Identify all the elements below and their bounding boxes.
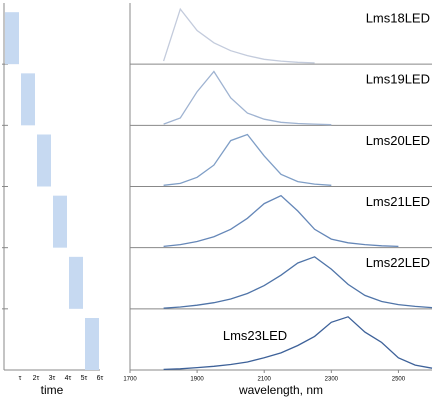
x-tick-label: τ [19,375,22,382]
series-line [162,7,315,64]
bar [85,318,99,370]
x-tick-label: 5τ [81,375,88,382]
x-tick-label: 1900 [190,377,204,383]
bar [69,256,83,309]
series-label: Lms20LED [366,133,430,148]
x-tick-label: 4τ [65,375,72,382]
series-label: Lms23LED [223,328,287,343]
series-line [163,316,433,371]
series-label: Lms21LED [366,194,430,209]
series-line [163,133,332,186]
x-tick-label: 2τ [33,375,40,382]
x-tick-label: 2300 [325,377,339,383]
x-tick-label: 2100 [258,377,272,383]
x-tick-label: 6τ [97,375,104,382]
bar [53,195,67,248]
x-axis-label: wavelength, nm [238,383,323,397]
series-label: Lms19LED [366,72,430,87]
series-line [163,194,399,248]
bar [21,73,35,126]
x-tick-label: 1700 [123,377,137,383]
series-label: Lms22LED [366,255,430,270]
x-axis-label: time [41,383,64,397]
bar [5,12,19,65]
series-line [163,70,332,126]
series-line [163,256,433,309]
bar [37,134,51,187]
x-tick-label: 3τ [49,375,56,382]
x-tick-label: 2500 [392,377,406,383]
series-label: Lms18LED [366,10,430,25]
